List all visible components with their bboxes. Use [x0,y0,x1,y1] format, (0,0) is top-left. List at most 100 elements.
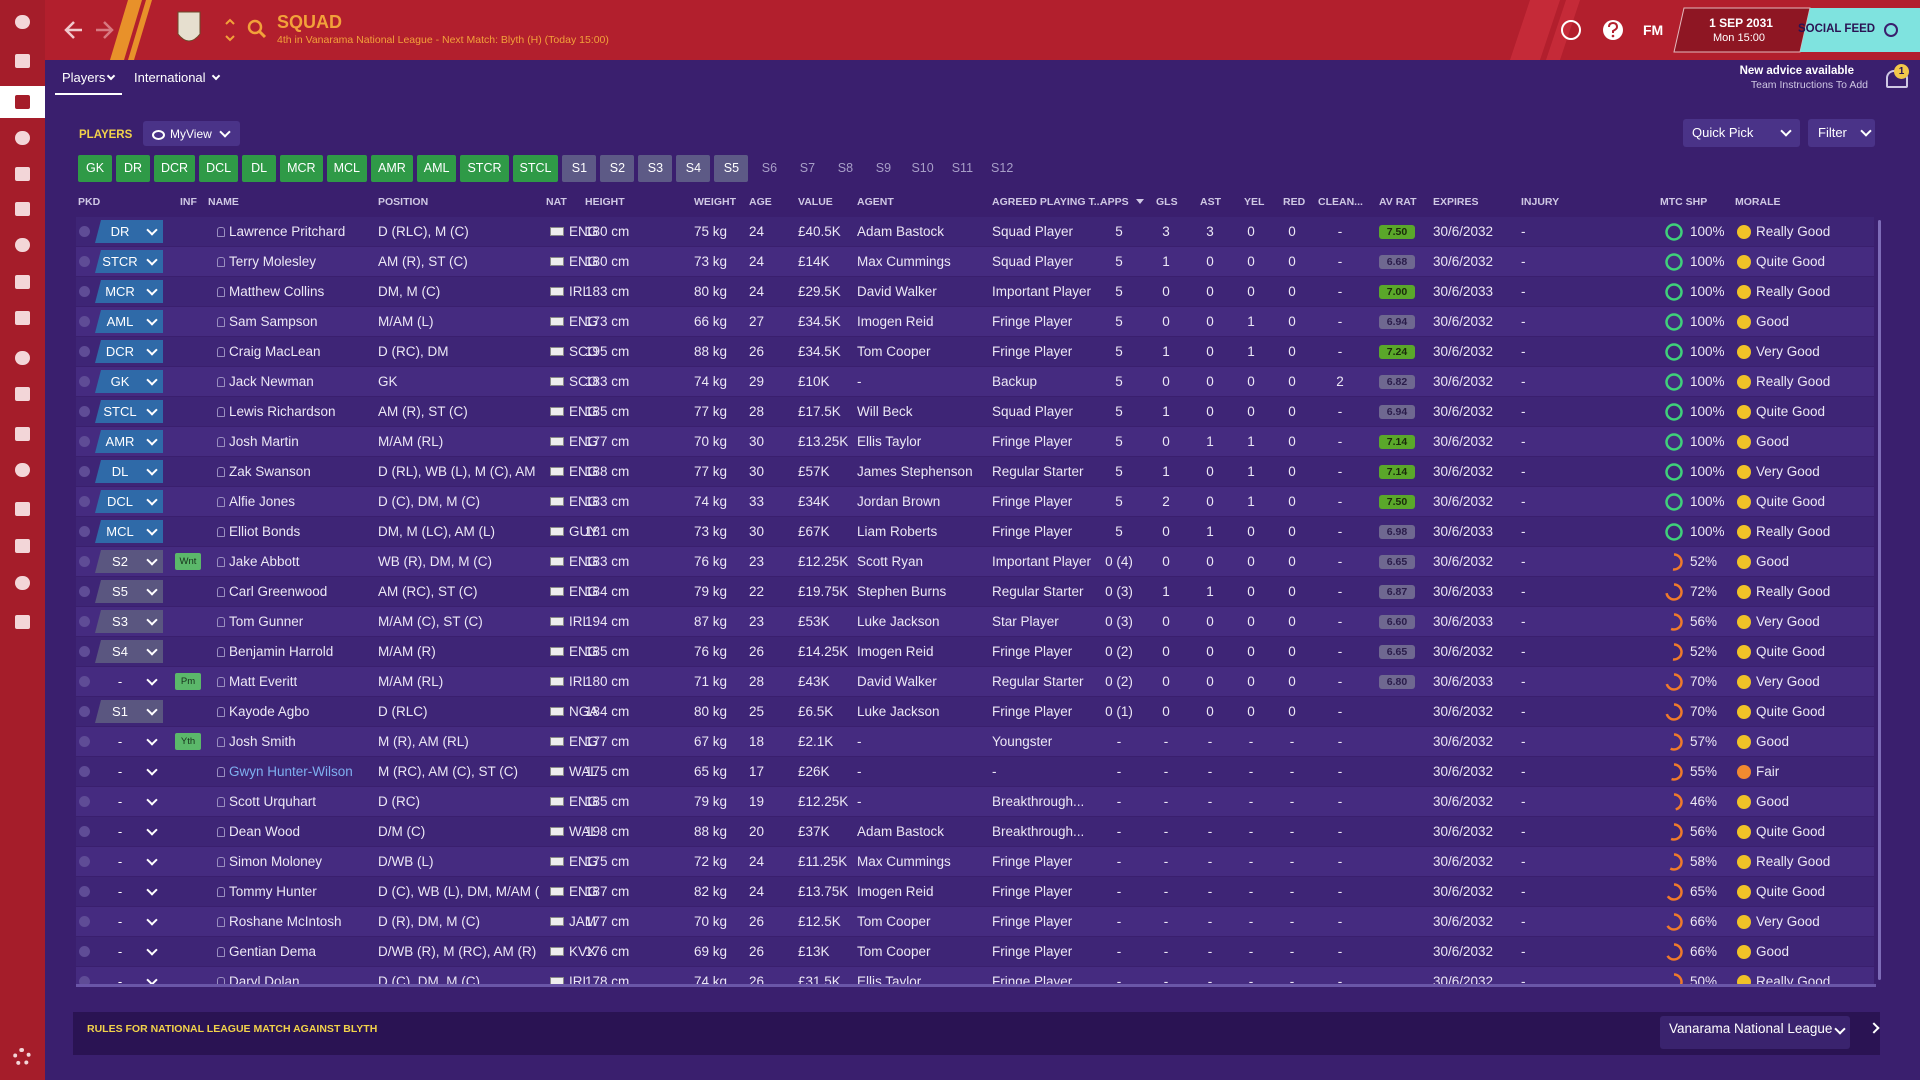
picked-dropdown[interactable]: - [95,790,163,813]
player-row[interactable]: DL Zak Swanson D (RL), WB (L), M (C), AM (… [76,457,1874,486]
social-feed-box[interactable] [1800,8,1920,52]
select-checkbox[interactable] [79,826,90,837]
picked-dropdown[interactable]: STCR [95,250,163,273]
sidebar-icon[interactable] [15,54,30,68]
select-checkbox[interactable] [79,916,90,927]
player-row[interactable]: - Yth Josh Smith M (R), AM (RL) ENG 177 cm 67 … [76,727,1874,756]
name[interactable]: Lewis Richardson [229,404,336,419]
position-filter[interactable]: S4 [676,155,711,182]
picked-dropdown[interactable]: MCR [95,280,163,303]
sidebar-icon[interactable] [15,202,30,216]
select-checkbox[interactable] [79,496,90,507]
sidebar-icon[interactable] [15,15,30,29]
club-crest[interactable] [177,11,201,42]
date-box[interactable] [1673,7,1811,53]
player-row[interactable]: - Daryl Dolan D (C), DM, M (C) IRL 178 cm 74 … [76,967,1874,984]
position-filter[interactable]: GK [78,155,112,182]
name[interactable]: Sam Sampson [229,314,318,329]
picked-dropdown[interactable]: S2 [95,550,163,573]
player-row[interactable]: S1 Kayode Agbo D (RLC) NGA 184 cm 80 kg 25 £6.5… [76,697,1874,726]
column-header[interactable]: VALUE [798,196,833,208]
sidebar-icon[interactable] [15,238,30,252]
player-row[interactable]: AML Sam Sampson M/AM (L) ENG 173 cm 66 kg 27 £3… [76,307,1874,336]
name[interactable]: Jack Newman [229,374,314,389]
player-row[interactable]: S5 Carl Greenwood AM (RC), ST (C) ENG 184 cm… [76,577,1874,606]
position-filter[interactable]: S5 [714,155,749,182]
name[interactable]: Benjamin Harrold [229,644,334,659]
competition-dropdown[interactable] [1660,1016,1850,1049]
settings-icon[interactable] [13,1048,31,1066]
name[interactable]: Gentian Dema [229,944,317,959]
player-row[interactable]: - Gwyn Hunter-Wilson M (RC), AM (C), ST (C… [76,757,1874,786]
picked-dropdown[interactable]: S3 [95,610,163,633]
sidebar-icon[interactable] [15,539,30,553]
select-checkbox[interactable] [79,256,90,267]
down-arrow[interactable] [225,35,235,42]
name[interactable]: Tommy Hunter [229,884,317,899]
picked-dropdown[interactable]: - [95,850,163,873]
column-header[interactable]: GLS [1156,196,1178,208]
player-row[interactable]: DCR Craig MacLean D (RC), DM SCO 195 cm 88 kg… [76,337,1874,366]
select-checkbox[interactable] [79,406,90,417]
position-filter[interactable]: MCR [280,155,323,182]
select-checkbox[interactable] [79,556,90,567]
column-header[interactable]: AST [1200,196,1221,208]
search-icon[interactable] [257,29,267,39]
advice-title[interactable]: New advice available [1739,65,1854,77]
select-checkbox[interactable] [79,736,90,747]
picked-dropdown[interactable]: - [95,670,163,693]
picked-dropdown[interactable]: - [95,910,163,933]
social-feed[interactable]: SOCIAL FEED [1798,23,1876,35]
picked-dropdown[interactable]: AML [95,310,163,333]
player-row[interactable]: MCL Elliot Bonds DM, M (LC), AM (L) GUY 181 … [76,517,1874,546]
sidebar-icon[interactable] [15,463,30,477]
search-icon[interactable] [247,19,263,35]
player-row[interactable]: - Roshane McIntosh D (R), DM, M (C) JAM 177 … [76,907,1874,936]
position-filter[interactable]: DL [242,155,277,182]
select-checkbox[interactable] [79,466,90,477]
name[interactable]: Matt Everitt [229,674,298,689]
select-checkbox[interactable] [79,796,90,807]
select-checkbox[interactable] [79,676,90,687]
player-row[interactable]: - Tommy Hunter D (C), WB (L), DM, M/AM (..… [76,877,1874,906]
footer-rules[interactable]: RULES FOR NATIONAL LEAGUE MATCH AGAINST … [87,1023,378,1035]
competition[interactable]: Vanarama National League [1669,1021,1833,1036]
position-filter[interactable]: S11 [951,161,974,175]
column-header[interactable]: MTC SHP [1660,196,1708,208]
player-row[interactable]: - Gentian Dema D/WB (R), M (RC), AM (R) KVX… [76,937,1874,966]
player-row[interactable]: AMR Josh Martin M/AM (RL) ENG 177 cm 70 kg 30 £… [76,427,1874,456]
picked-dropdown[interactable]: - [95,820,163,843]
view-name[interactable]: MyView [170,127,212,141]
column-header[interactable]: POSITION [378,196,429,208]
column-header[interactable]: YEL [1244,196,1265,208]
column-header[interactable]: PKD [78,196,101,208]
column-header[interactable]: INJURY [1521,196,1560,208]
name[interactable]: Tom Gunner [229,614,304,629]
filter[interactable]: Filter [1818,125,1847,140]
picked-dropdown[interactable]: GK [95,370,163,393]
picked-dropdown[interactable]: - [95,940,163,963]
picked-dropdown[interactable]: STCL [95,400,163,423]
name[interactable]: Matthew Collins [229,284,325,299]
tab[interactable]: International [134,70,206,85]
sidebar-icon[interactable] [15,502,30,516]
position-filter[interactable]: S2 [600,155,635,182]
player-row[interactable]: GK Jack Newman GK SCO 183 cm 74 kg 29 £10K - Back… [76,367,1874,396]
position-filter[interactable]: S12 [991,161,1014,175]
position-filter[interactable]: S6 [761,161,778,175]
name[interactable]: Kayode Agbo [229,704,310,719]
picked-dropdown[interactable]: AMR [95,430,163,453]
tab[interactable]: Players [62,70,106,85]
column-header[interactable]: AGREED PLAYING T... [992,196,1103,208]
sidebar-icon[interactable] [15,387,30,401]
player-row[interactable]: STCL Lewis Richardson AM (R), ST (C) ENG 185… [76,397,1874,426]
sidebar-icon[interactable] [15,576,30,590]
picked-dropdown[interactable]: - [95,760,163,783]
column-header[interactable]: RED [1283,196,1306,208]
name[interactable]: Roshane McIntosh [229,914,342,929]
select-checkbox[interactable] [79,376,90,387]
name[interactable]: Craig MacLean [229,344,321,359]
position-filter[interactable]: S8 [837,161,854,175]
select-checkbox[interactable] [79,616,90,627]
position-filter[interactable]: AML [416,155,457,182]
